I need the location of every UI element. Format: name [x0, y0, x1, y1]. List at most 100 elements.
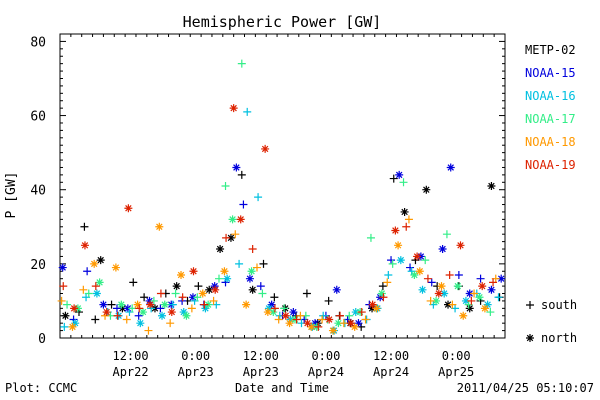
x-tick-time-label: 12:00	[373, 349, 409, 363]
x-axis-label: Date and Time	[235, 381, 329, 395]
north-point-marker	[155, 222, 164, 231]
north-point-marker	[303, 319, 312, 328]
marker-legend-north: north	[541, 331, 577, 345]
south-point-marker	[421, 256, 430, 265]
south-point-marker	[156, 289, 165, 298]
south-point-marker	[209, 296, 218, 305]
plot-area-border	[59, 33, 506, 339]
south-point-marker	[79, 285, 88, 294]
south-point-marker	[258, 289, 267, 298]
north-point-marker	[172, 282, 181, 291]
south-point-marker	[292, 315, 301, 324]
north-point-marker	[346, 319, 355, 328]
south-point-marker	[84, 289, 93, 298]
south-point-marker	[379, 293, 388, 302]
south-point-marker	[448, 300, 457, 309]
north-point-marker	[146, 300, 155, 309]
north-point-marker	[188, 293, 197, 302]
south-point-marker	[239, 200, 248, 209]
y-tick-label: 0	[38, 332, 46, 347]
north-point-marker	[111, 263, 120, 272]
north-point-marker	[228, 215, 237, 224]
north-point-marker	[68, 322, 77, 331]
legend-entry-metp-02: METP-02	[525, 43, 576, 57]
south-point-marker	[339, 319, 348, 328]
legend-entry-noaa-19: NOAA-19	[525, 158, 576, 172]
south-point-marker	[467, 296, 476, 305]
north-point-marker	[465, 289, 474, 298]
south-point-marker	[237, 170, 246, 179]
south-point-marker	[57, 296, 66, 305]
north-point-marker	[285, 319, 294, 328]
north-point-marker	[177, 270, 186, 279]
north-point-marker	[205, 285, 214, 294]
x-tick-time-label: 0:00	[311, 349, 340, 363]
north-point-marker	[354, 319, 363, 328]
north-point-marker	[211, 285, 220, 294]
south-point-marker	[178, 293, 187, 302]
south-point-marker	[237, 59, 246, 68]
south-point-marker	[129, 278, 138, 287]
south-point-marker	[222, 233, 231, 242]
x-tick-date-label: Apr22	[112, 365, 148, 379]
south-point-marker	[345, 311, 354, 320]
north-point-marker	[182, 311, 191, 320]
south-point-marker	[384, 270, 393, 279]
south-point-marker	[318, 315, 327, 324]
south-point-marker	[59, 282, 68, 291]
north-point-marker	[391, 226, 400, 235]
north-point-marker	[438, 245, 447, 254]
south-point-marker	[389, 174, 398, 183]
north-point-marker	[71, 319, 80, 328]
north-point-marker	[418, 285, 427, 294]
north-point-marker	[158, 311, 167, 320]
south-point-marker	[387, 256, 396, 265]
south-point-marker	[259, 259, 268, 268]
x-tick-date-label: Apr23	[178, 365, 214, 379]
south-point-marker	[171, 289, 180, 298]
marker-legend-south: south	[541, 298, 577, 312]
north-point-marker	[95, 278, 104, 287]
north-point-marker	[432, 296, 441, 305]
plot-credit: Plot: CCMC	[5, 381, 77, 395]
north-point-marker	[434, 289, 443, 298]
north-point-marker	[351, 308, 360, 317]
south-point-marker	[404, 215, 413, 224]
north-point-marker	[216, 245, 225, 254]
south-point-marker	[113, 311, 122, 320]
north-point-marker	[422, 185, 431, 194]
north-point-marker	[307, 322, 316, 331]
series-noaa-19	[59, 104, 498, 331]
south-point-marker	[83, 267, 92, 276]
south-point-marker	[135, 304, 144, 313]
north-point-marker	[400, 207, 409, 216]
x-tick-time-label: 12:00	[112, 349, 148, 363]
south-point-marker	[166, 319, 175, 328]
south-point-marker	[423, 274, 432, 283]
north-point-marker	[325, 315, 334, 324]
y-tick-label: 80	[30, 35, 46, 50]
south-point-marker	[336, 311, 345, 320]
north-point-marker	[201, 304, 210, 313]
south-point-marker	[378, 282, 387, 291]
south-point-marker	[366, 233, 375, 242]
north-point-marker	[446, 163, 455, 172]
north-point-marker	[487, 182, 496, 190]
south-symbol	[526, 301, 534, 309]
south-point-marker	[168, 300, 177, 309]
south-point-marker	[221, 182, 230, 190]
south-point-marker	[361, 315, 370, 324]
south-point-marker	[406, 263, 415, 272]
north-point-marker	[483, 300, 492, 309]
north-point-marker	[189, 267, 198, 276]
south-point-marker	[193, 293, 202, 302]
north-point-marker	[133, 300, 142, 309]
south-point-marker	[445, 270, 454, 279]
north-point-marker	[368, 300, 377, 309]
north-point-marker	[394, 241, 403, 250]
south-point-marker	[149, 296, 158, 305]
north-point-marker	[311, 319, 320, 328]
south-point-marker	[91, 282, 100, 291]
south-point-marker	[388, 259, 397, 268]
south-point-marker	[302, 289, 311, 298]
